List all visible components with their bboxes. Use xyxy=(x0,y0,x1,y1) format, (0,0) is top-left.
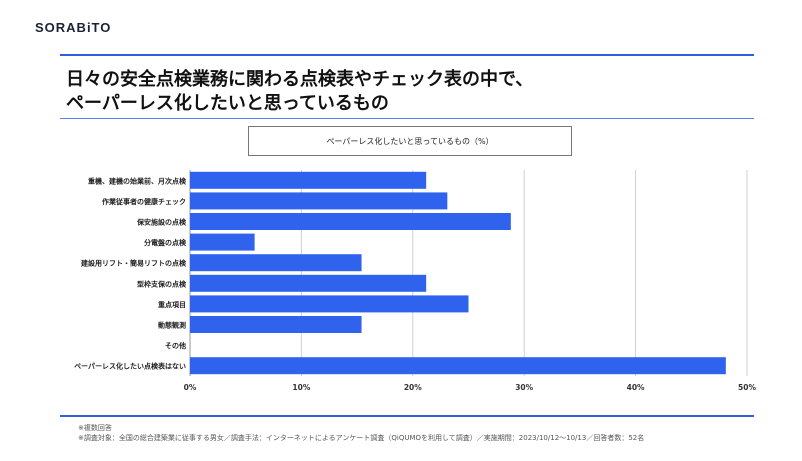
category-label: ペーパーレス化したい点検表はない xyxy=(74,362,186,371)
bar xyxy=(190,171,427,189)
x-tick-label: 40% xyxy=(627,383,645,392)
x-tick-label: 10% xyxy=(292,383,310,392)
category-label: 分電盤の点検 xyxy=(144,238,187,247)
bar xyxy=(190,213,511,230)
footnote-multiple-answers: ※複数回答 xyxy=(78,424,112,432)
category-label: 型枠支保の点検 xyxy=(137,279,187,288)
x-tick-label: 50% xyxy=(738,383,756,392)
bar xyxy=(190,357,726,375)
category-label: 保安施設の点検 xyxy=(136,218,187,227)
x-tick-label: 0% xyxy=(184,383,197,392)
category-label: 重機、建機の始業前、月次点検 xyxy=(88,176,187,185)
bar xyxy=(190,295,469,313)
bar xyxy=(190,192,448,210)
chart-title: ペーパーレス化したいと思っているもの（%） xyxy=(248,126,572,156)
sorabito-logo: SORABiTO xyxy=(35,20,112,35)
category-label: 作業従事者の健康チェック xyxy=(102,197,186,206)
category-label: 重点項目 xyxy=(158,300,186,309)
title-line-1: 日々の安全点検業務に関わる点検表やチェック表の中で、 xyxy=(66,69,534,90)
bar xyxy=(190,274,427,292)
bar xyxy=(190,316,362,333)
bar xyxy=(190,233,255,251)
x-tick-label: 30% xyxy=(515,383,533,392)
bar xyxy=(190,254,362,272)
header-divider xyxy=(60,54,754,56)
footnote-survey-info: ※調査対象：全国の総合建築業に従事する男女／調査手法：インターネットによるアンケ… xyxy=(78,434,645,442)
category-label: その他 xyxy=(165,341,186,350)
title-line-2: ペーパーレス化したいと思っているもの xyxy=(66,93,389,114)
x-tick-label: 20% xyxy=(404,383,422,392)
page-title: 日々の安全点検業務に関わる点検表やチェック表の中で、 ペーパーレス化したいと思っ… xyxy=(66,68,533,116)
title-divider xyxy=(60,118,754,119)
category-label: 建設用リフト・簡易リフトの点検 xyxy=(81,259,187,268)
category-label: 動態観測 xyxy=(158,321,186,330)
footer-divider xyxy=(60,415,754,417)
